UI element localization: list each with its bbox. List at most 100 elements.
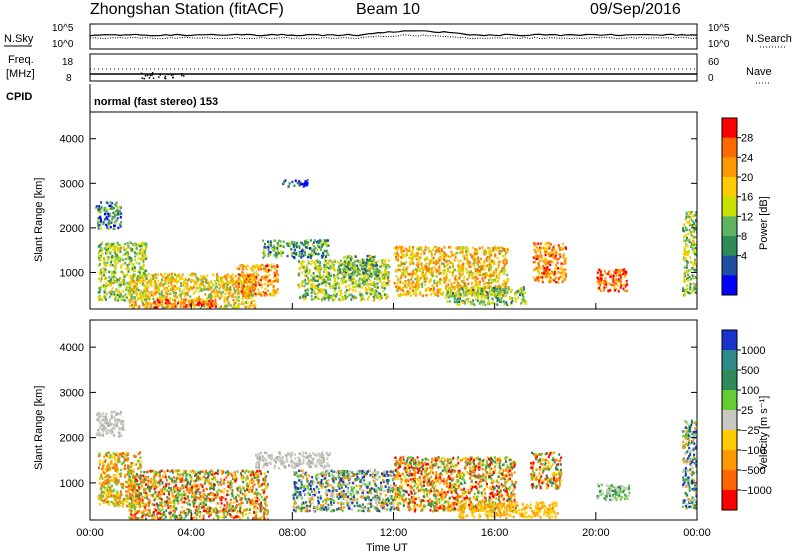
heat-cell [693,222,696,225]
heat-cell [111,263,114,267]
heat-cell [339,264,342,267]
heat-cell [322,275,325,279]
heat-cell [313,290,315,293]
heat-cell [687,279,690,282]
heat-cell [155,291,158,294]
heat-cell [412,285,415,289]
heat-cell [517,296,520,299]
heat-cell [273,245,275,248]
heat-cell [191,272,193,276]
heat-cell [98,477,101,480]
heat-cell [370,288,373,292]
heat-cell [180,302,182,305]
heat-cell [467,289,470,292]
heat-cell [120,266,123,269]
heat-cell [123,460,125,463]
heat-cell [273,265,276,268]
heat-cell [325,291,328,295]
heat-cell [104,421,107,425]
heat-cell [465,246,468,250]
heat-cell [259,265,262,268]
heat-cell [417,287,419,291]
heat-cell [200,279,203,282]
heat-cell [255,277,258,281]
heat-cell [424,274,427,277]
heat-cell [503,259,505,262]
heat-cell [395,253,398,256]
heat-cell [242,287,244,291]
heat-cell [155,285,158,289]
heat-cell [105,264,108,267]
heat-cell [431,284,434,287]
heat-cell [114,474,117,477]
heat-cell [497,246,500,250]
heat-cell [269,253,272,256]
heat-cell [127,482,130,485]
heat-cell [409,272,412,276]
heat-cell [165,276,168,279]
heat-cell [467,250,469,254]
heat-cell [688,291,691,295]
heat-cell [138,250,141,254]
heat-cell [550,272,553,275]
heat-cell [395,255,397,259]
heat-cell [200,275,203,278]
heat-cell [411,270,414,273]
heat-cell [131,243,134,246]
heat-cell [322,253,325,256]
heat-cell [454,274,457,278]
heat-cell [139,266,142,270]
heat-cell [183,281,186,285]
heat-cell [411,248,414,251]
heat-cell [200,283,203,286]
heat-cell [246,285,249,288]
heat-cell [549,263,552,267]
heat-cell [405,286,408,289]
heat-cell [241,297,244,300]
heat-cell [379,280,382,284]
heat-cell [131,296,134,299]
heat-cell [488,263,491,266]
heat-cell [133,280,136,284]
heat-cell [257,279,260,282]
nave-dot [148,77,151,79]
heat-cell [99,498,102,501]
heat-cell [137,270,140,274]
heat-cell [410,282,413,286]
station-title: Zhongshan Station (fitACF) [90,1,284,18]
heat-cell [325,261,328,264]
heat-cell [109,454,112,457]
heat-cell [145,244,147,247]
heat-cell [228,472,231,475]
heat-cell [600,278,603,281]
heat-cell [124,257,127,261]
heat-cell [611,283,614,287]
heat-cell [202,302,205,306]
heat-cell [126,267,129,271]
heat-cell [393,246,396,250]
heat-cell [548,246,551,250]
heat-cell [442,291,445,294]
heat-cell [193,305,196,309]
heat-cell [695,254,697,257]
heat-cell [426,294,428,297]
heat-cell [110,493,113,497]
heat-cell [333,284,336,288]
heat-cell [117,243,120,246]
heat-cell [477,256,480,259]
heat-cell [252,272,255,275]
heat-cell [139,456,142,459]
heat-cell [436,284,438,288]
heat-cell [381,283,384,286]
heat-cell [141,280,144,283]
heat-cell [447,262,450,266]
heat-cell [275,279,278,282]
heat-cell [152,306,155,309]
heat-cell [131,493,134,497]
heat-cell [215,289,218,293]
heat-cell [402,249,405,253]
heat-cell [320,291,323,294]
heat-cell [139,464,142,467]
heat-cell [319,276,322,280]
heat-cell [433,253,436,256]
